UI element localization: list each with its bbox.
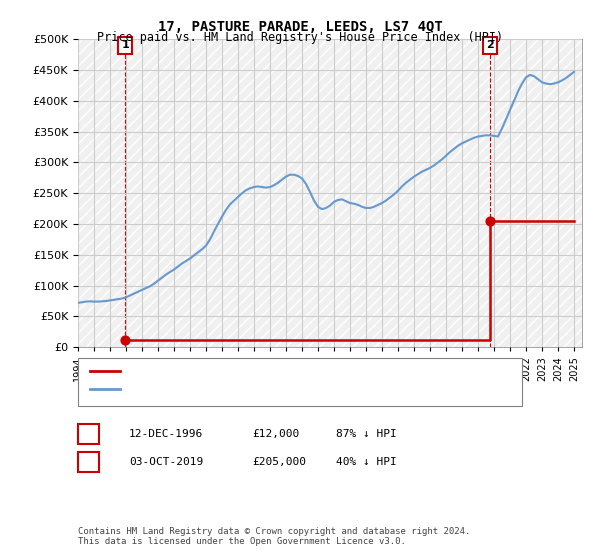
Text: 2: 2 <box>486 40 494 50</box>
Text: £205,000: £205,000 <box>252 457 306 467</box>
Text: Contains HM Land Registry data © Crown copyright and database right 2024.
This d: Contains HM Land Registry data © Crown c… <box>78 526 470 546</box>
Text: 12-DEC-1996: 12-DEC-1996 <box>129 429 203 439</box>
Text: 40% ↓ HPI: 40% ↓ HPI <box>336 457 397 467</box>
Text: 17, PASTURE PARADE, LEEDS, LS7 4QT (detached house): 17, PASTURE PARADE, LEEDS, LS7 4QT (deta… <box>126 366 445 376</box>
Text: 1: 1 <box>85 429 92 439</box>
Text: £12,000: £12,000 <box>252 429 299 439</box>
Text: Price paid vs. HM Land Registry's House Price Index (HPI): Price paid vs. HM Land Registry's House … <box>97 31 503 44</box>
Point <box>121 335 130 344</box>
Text: 2: 2 <box>85 457 92 467</box>
Text: HPI: Average price, detached house, Leeds: HPI: Average price, detached house, Leed… <box>126 384 382 394</box>
Point <box>485 216 495 225</box>
Text: 1: 1 <box>121 40 129 50</box>
Text: 03-OCT-2019: 03-OCT-2019 <box>129 457 203 467</box>
Text: 87% ↓ HPI: 87% ↓ HPI <box>336 429 397 439</box>
Text: 17, PASTURE PARADE, LEEDS, LS7 4QT: 17, PASTURE PARADE, LEEDS, LS7 4QT <box>158 20 442 34</box>
